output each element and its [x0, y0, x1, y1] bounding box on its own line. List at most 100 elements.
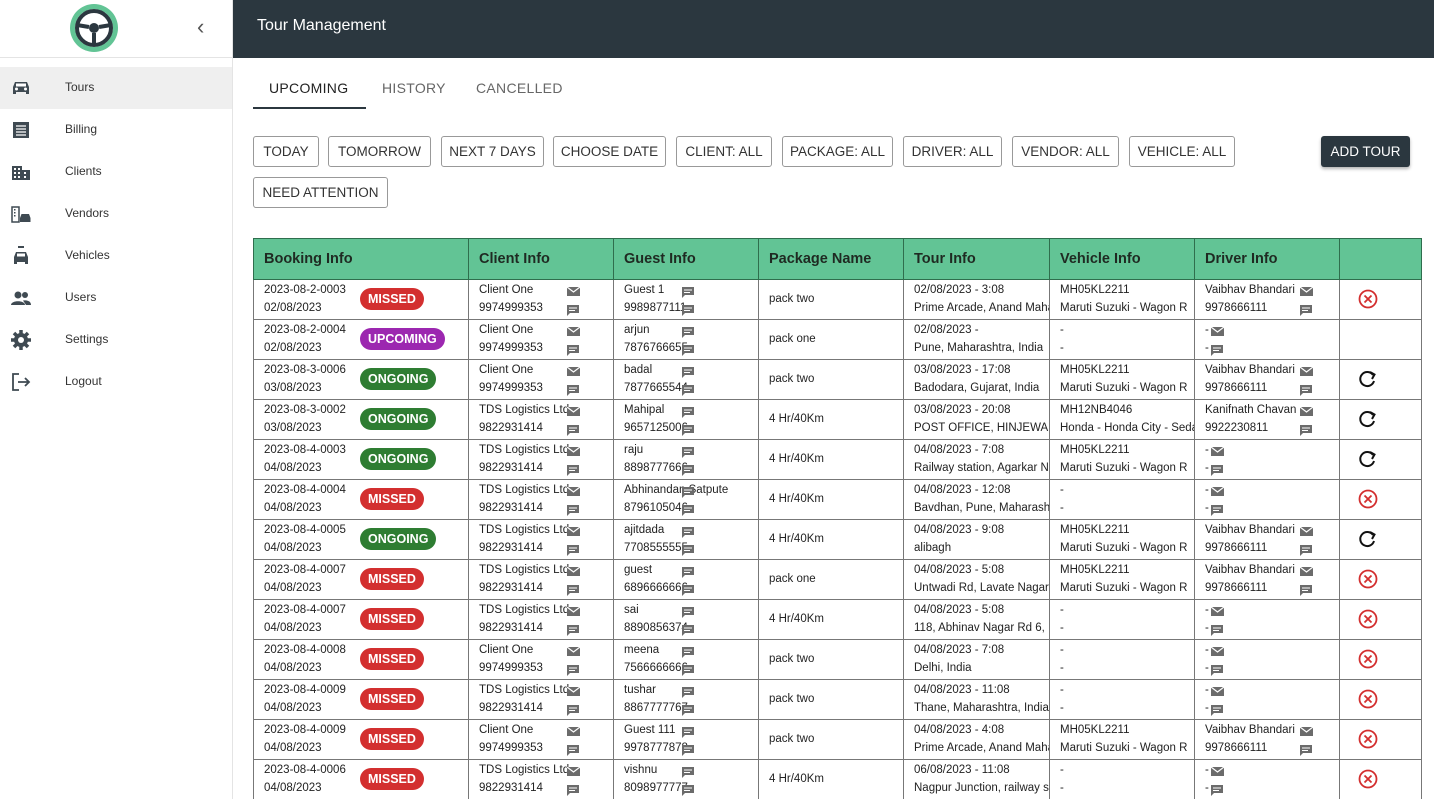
email-icon[interactable] — [566, 526, 581, 536]
booking-id[interactable]: 2023-08-4-0004 — [264, 484, 346, 496]
message-icon[interactable] — [682, 465, 694, 476]
add-tour-button[interactable]: ADD TOUR — [1321, 136, 1410, 167]
email-icon[interactable] — [1299, 526, 1314, 536]
message-icon[interactable] — [682, 305, 694, 316]
message-icon[interactable] — [682, 505, 694, 516]
sidebar-item-clients[interactable]: Clients — [0, 151, 232, 193]
email-icon[interactable] — [1299, 286, 1314, 296]
cancel-tour-icon[interactable] — [1358, 609, 1378, 629]
booking-id[interactable]: 2023-08-4-0006 — [264, 764, 346, 776]
booking-id[interactable]: 2023-08-4-0007 — [264, 604, 346, 616]
table-row[interactable]: 2023-08-4-0007 04/08/2023 MISSED TDS Logist… — [253, 599, 1422, 640]
reassign-tour-icon[interactable] — [1358, 369, 1378, 389]
message-icon[interactable] — [682, 385, 694, 396]
message-icon[interactable] — [682, 545, 694, 556]
booking-id[interactable]: 2023-08-3-0006 — [264, 364, 346, 376]
message-icon[interactable] — [682, 687, 694, 698]
message-icon[interactable] — [682, 647, 694, 658]
email-icon[interactable] — [1210, 646, 1225, 656]
tab-cancelled[interactable]: CANCELLED — [476, 80, 563, 96]
message-icon[interactable] — [1300, 545, 1312, 556]
sidebar-item-users[interactable]: Users — [0, 277, 232, 319]
tab-history[interactable]: HISTORY — [382, 80, 446, 96]
message-icon[interactable] — [1300, 385, 1312, 396]
email-icon[interactable] — [1210, 686, 1225, 696]
booking-id[interactable]: 2023-08-2-0003 — [264, 284, 346, 296]
table-row[interactable]: 2023-08-2-0004 02/08/2023 UPCOMING Client O… — [253, 319, 1422, 360]
message-icon[interactable] — [682, 345, 694, 356]
sidebar-item-tours[interactable]: Tours — [0, 67, 232, 109]
reassign-tour-icon[interactable] — [1358, 409, 1378, 429]
column-header-tour-info[interactable]: Tour Info — [903, 238, 1050, 280]
message-icon[interactable] — [682, 567, 694, 578]
email-icon[interactable] — [566, 686, 581, 696]
message-icon[interactable] — [567, 345, 579, 356]
cancel-tour-icon[interactable] — [1358, 489, 1378, 509]
cancel-tour-icon[interactable] — [1358, 569, 1378, 589]
message-icon[interactable] — [682, 527, 694, 538]
filter-driver-button[interactable]: DRIVER: ALL — [903, 136, 1002, 167]
column-header-guest-info[interactable]: Guest Info — [613, 238, 759, 280]
message-icon[interactable] — [1211, 785, 1223, 796]
filter-vendor-button[interactable]: VENDOR: ALL — [1012, 136, 1119, 167]
cancel-tour-icon[interactable] — [1358, 689, 1378, 709]
booking-id[interactable]: 2023-08-4-0007 — [264, 564, 346, 576]
booking-id[interactable]: 2023-08-2-0004 — [264, 324, 346, 336]
booking-id[interactable]: 2023-08-4-0008 — [264, 644, 346, 656]
message-icon[interactable] — [682, 407, 694, 418]
email-icon[interactable] — [1210, 766, 1225, 776]
message-icon[interactable] — [682, 745, 694, 756]
column-header-booking-info[interactable]: Booking Info — [253, 238, 469, 280]
email-icon[interactable] — [566, 646, 581, 656]
column-header-package-name[interactable]: Package Name — [758, 238, 904, 280]
filter-need-attention-button[interactable]: NEED ATTENTION — [253, 177, 388, 208]
booking-id[interactable]: 2023-08-4-0005 — [264, 524, 346, 536]
message-icon[interactable] — [567, 585, 579, 596]
column-header-client-info[interactable]: Client Info — [468, 238, 614, 280]
column-header-driver-info[interactable]: Driver Info — [1194, 238, 1340, 280]
message-icon[interactable] — [567, 785, 579, 796]
message-icon[interactable] — [1300, 585, 1312, 596]
table-row[interactable]: 2023-08-4-0004 04/08/2023 MISSED TDS Logist… — [253, 479, 1422, 520]
message-icon[interactable] — [682, 705, 694, 716]
message-icon[interactable] — [567, 465, 579, 476]
message-icon[interactable] — [567, 305, 579, 316]
email-icon[interactable] — [1299, 406, 1314, 416]
email-icon[interactable] — [1210, 326, 1225, 336]
cancel-tour-icon[interactable] — [1358, 769, 1378, 789]
message-icon[interactable] — [567, 545, 579, 556]
message-icon[interactable] — [682, 287, 694, 298]
filter-next-7-days-button[interactable]: NEXT 7 DAYS — [441, 136, 544, 167]
message-icon[interactable] — [567, 625, 579, 636]
reassign-tour-icon[interactable] — [1358, 529, 1378, 549]
booking-id[interactable]: 2023-08-3-0002 — [264, 404, 346, 416]
message-icon[interactable] — [682, 367, 694, 378]
collapse-sidebar-icon[interactable]: ‹ — [197, 14, 205, 39]
message-icon[interactable] — [682, 727, 694, 738]
email-icon[interactable] — [1299, 366, 1314, 376]
message-icon[interactable] — [567, 385, 579, 396]
message-icon[interactable] — [1211, 465, 1223, 476]
email-icon[interactable] — [566, 326, 581, 336]
email-icon[interactable] — [566, 766, 581, 776]
table-row[interactable]: 2023-08-3-0002 03/08/2023 ONGOING TDS Logis… — [253, 399, 1422, 440]
message-icon[interactable] — [567, 745, 579, 756]
filter-tomorrow-button[interactable]: TOMORROW — [328, 136, 431, 167]
message-icon[interactable] — [1211, 625, 1223, 636]
filter-vehicle-button[interactable]: VEHICLE: ALL — [1129, 136, 1235, 167]
email-icon[interactable] — [566, 606, 581, 616]
email-icon[interactable] — [566, 726, 581, 736]
email-icon[interactable] — [566, 286, 581, 296]
filter-package-button[interactable]: PACKAGE: ALL — [782, 136, 893, 167]
email-icon[interactable] — [566, 566, 581, 576]
message-icon[interactable] — [682, 585, 694, 596]
filter-today-button[interactable]: TODAY — [253, 136, 319, 167]
email-icon[interactable] — [1210, 446, 1225, 456]
email-icon[interactable] — [1299, 726, 1314, 736]
table-row[interactable]: 2023-08-4-0008 04/08/2023 MISSED Client One… — [253, 639, 1422, 680]
column-header-vehicle-info[interactable]: Vehicle Info — [1049, 238, 1195, 280]
sidebar-item-vendors[interactable]: Vendors — [0, 193, 232, 235]
email-icon[interactable] — [1299, 566, 1314, 576]
message-icon[interactable] — [567, 505, 579, 516]
message-icon[interactable] — [1211, 665, 1223, 676]
